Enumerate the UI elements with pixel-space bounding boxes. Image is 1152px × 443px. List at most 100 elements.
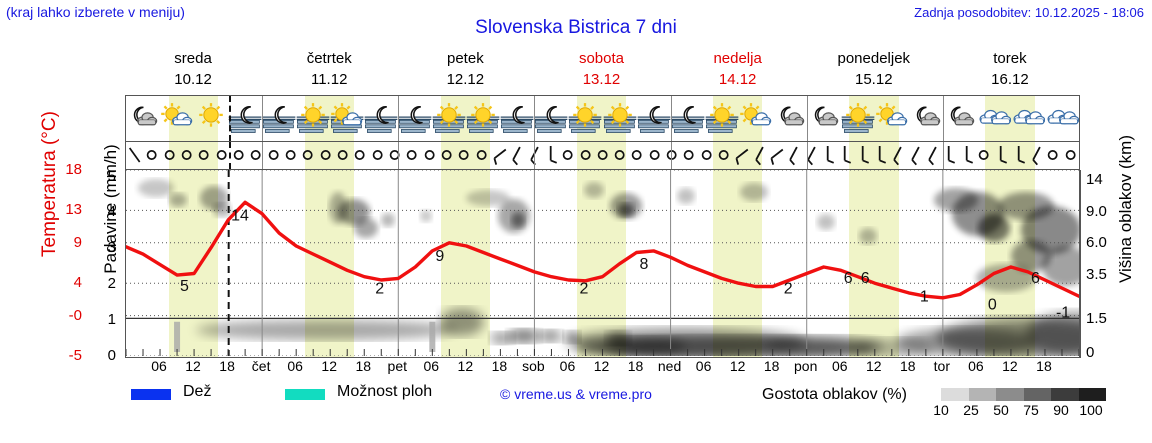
- weather-icon-sun-fog: [432, 96, 466, 141]
- copyright-link[interactable]: © vreme.us & vreme.pro: [500, 386, 652, 402]
- precipitation-bar: [429, 321, 436, 352]
- wind-symbol-calm: [178, 142, 195, 168]
- day-header-1: sreda 10.12: [125, 48, 261, 92]
- x-axis-tick-label: 12: [321, 358, 337, 374]
- weather-icon-sun-cloud: [160, 96, 194, 141]
- daylight-band: [576, 142, 627, 169]
- day-separator: [942, 96, 944, 141]
- weather-icon-moon-fog: [228, 96, 262, 141]
- day-name: sreda: [174, 50, 212, 67]
- temperature-point-label: 2: [579, 280, 588, 297]
- temperature-point-label: 8: [640, 256, 649, 273]
- wind-symbol-barb-3: [1010, 142, 1027, 168]
- wind-symbol-calm: [594, 142, 611, 168]
- wind-symbol-calm: [646, 142, 663, 168]
- x-axis-tick-label: 18: [219, 358, 235, 374]
- current-time-marker: [228, 96, 231, 141]
- cloud-density-blob: [169, 193, 187, 207]
- day-date: 11.12: [310, 71, 348, 88]
- temperature-tick-label: -0: [68, 306, 82, 324]
- x-axis-tick-label: sob: [522, 358, 545, 374]
- wind-symbol-barb-3: [958, 142, 975, 168]
- day-separator: [942, 142, 944, 169]
- cloud-height-tick-label: 1.5: [1086, 309, 1107, 327]
- rain-legend-label: Dež: [183, 383, 212, 400]
- current-time-marker: [228, 142, 231, 169]
- daylight-band: [985, 142, 1035, 169]
- day-date: 15.12: [855, 71, 893, 88]
- location-menu-note: (kraj lahko izberete v meniju): [6, 4, 185, 20]
- cloud-deck-blob: [1026, 312, 1079, 356]
- wind-symbol-calm: [663, 142, 680, 168]
- cloud-density-segment: [968, 388, 996, 401]
- wind-symbol-barb-2: [906, 142, 923, 168]
- cloud-height-tick-label: 6.0: [1086, 234, 1107, 252]
- x-axis-tick-label: pon: [794, 358, 818, 374]
- wind-symbol-calm: [351, 142, 368, 168]
- x-axis-tick-label: 06: [968, 358, 984, 374]
- chart-legend: Dež Možnost ploh © vreme.us & vreme.pro …: [0, 383, 1152, 426]
- wind-symbol-barb-2: [888, 142, 905, 168]
- wind-symbol-calm: [975, 142, 992, 168]
- precipitation-tick-label: 0: [107, 347, 116, 364]
- wind-symbol-calm: [628, 142, 645, 168]
- wind-symbol-calm: [698, 142, 715, 168]
- wind-symbol-barb-2: [750, 142, 767, 168]
- weather-icon-sun-cloud: [875, 96, 909, 141]
- day-header-band: sreda 10.12 četrtek 11.12 petek 12.12 sobota 13…: [125, 48, 1080, 92]
- wind-symbol-barb-3: [542, 142, 559, 168]
- wind-symbol-barb-1: [767, 142, 784, 168]
- cloud-density-legend-title: Gostota oblakov (%): [762, 386, 907, 403]
- cloud-density-blob: [740, 183, 768, 201]
- wind-symbol-calm: [611, 142, 628, 168]
- wind-symbol-calm: [1062, 142, 1079, 168]
- cloud-density-blob: [859, 228, 877, 244]
- x-axis-tick-label: 12: [185, 358, 201, 374]
- day-separator: [262, 96, 264, 141]
- day-header-5: nedelja 14.12: [670, 48, 806, 92]
- cloud-deck-blob: [440, 308, 484, 336]
- rain-legend-swatch: [131, 389, 171, 400]
- wind-symbol-calm: [317, 142, 334, 168]
- cloud-density-blob: [511, 212, 525, 228]
- daylight-band: [849, 142, 899, 169]
- x-axis-tick-label: 06: [287, 358, 303, 374]
- wind-symbol-barb-3: [871, 142, 888, 168]
- x-axis-ticks: 06 12 18 čet 06 12 18 pet 06 12 18 sob 06 12 18 ned 06 12…: [125, 358, 1080, 380]
- wind-symbol-calm: [438, 142, 455, 168]
- wind-symbol-calm: [334, 142, 351, 168]
- wind-symbol-calm: [577, 142, 594, 168]
- wind-symbol-barb-3: [854, 142, 871, 168]
- wind-symbol-barb-1: [490, 142, 507, 168]
- cloud-density-tick: 25: [963, 402, 979, 418]
- day-name: petek: [447, 50, 484, 67]
- day-header-3: petek 12.12: [397, 48, 533, 92]
- cloud-deck-blob: [490, 332, 514, 344]
- weather-icon-sun-fog: [841, 96, 875, 141]
- wind-symbol-calm: [455, 142, 472, 168]
- wind-symbol-barb-2: [1027, 142, 1044, 168]
- forecast-plot: 5 14 2 9 2 8 2 6 1 6 0 6 -1: [125, 170, 1080, 358]
- weather-icon-moon-cloud: [909, 96, 943, 141]
- day-name: ponedeljek: [837, 50, 911, 67]
- day-separator: [670, 96, 672, 141]
- weather-icon-moon-cloud: [943, 96, 977, 141]
- cloud-deck-blob: [538, 330, 562, 342]
- wind-symbol-calm: [299, 142, 316, 168]
- wind-symbol-calm: [421, 142, 438, 168]
- wind-symbol-barb-2: [784, 142, 801, 168]
- precipitation-tick-label: 1: [107, 311, 116, 329]
- temperature-tick-label: 13: [65, 201, 82, 219]
- daylight-band: [713, 170, 763, 357]
- wind-symbol-calm: [473, 142, 490, 168]
- temperature-point-label: 14: [231, 207, 249, 224]
- temperature-line: [126, 200, 1079, 300]
- cloud-density-blob: [677, 188, 695, 204]
- precipitation-tick-label: 5: [107, 167, 116, 185]
- day-separator: [398, 96, 400, 141]
- last-update-text: Zadnja posodobitev: 10.12.2025 - 18:06: [914, 5, 1144, 20]
- cloud-density-blob: [817, 214, 835, 230]
- cloud-density-tick: 75: [1023, 402, 1039, 418]
- day-separator: [806, 96, 808, 141]
- temperature-point-label: 0: [988, 297, 997, 314]
